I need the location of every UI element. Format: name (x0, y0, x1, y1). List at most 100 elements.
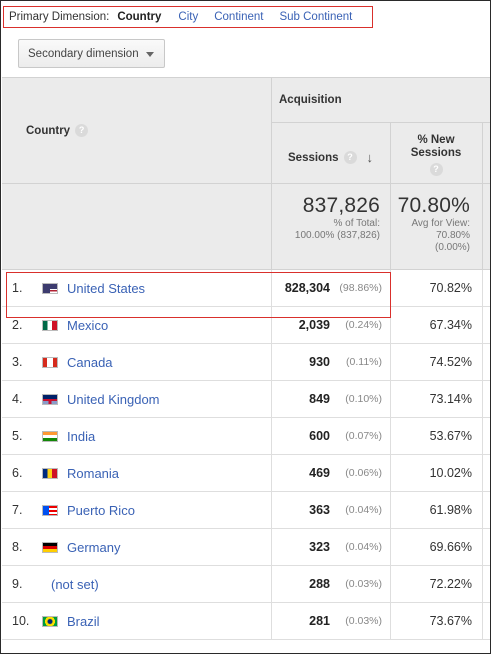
country-link[interactable]: United Kingdom (67, 391, 160, 407)
row-number: 4. (12, 392, 23, 406)
de-flag-icon (42, 542, 58, 553)
row-number: 5. (12, 429, 23, 443)
new-sessions-value: 72.22% (429, 577, 472, 591)
sessions-value: 600 (309, 429, 330, 443)
column-group-acquisition: Acquisition (279, 94, 342, 106)
new-sessions-value: 70.82% (429, 281, 472, 295)
help-icon[interactable]: ? (343, 151, 357, 164)
new-sessions-value: 74.52% (429, 355, 472, 369)
country-link[interactable]: Romania (67, 465, 120, 481)
sessions-value: 323 (309, 540, 330, 554)
country-link[interactable]: United States (67, 280, 146, 296)
mx-flag-icon (42, 320, 58, 331)
sessions-value: 2,039 (298, 318, 330, 332)
totals-new-sessions-diff: (0.00%) (434, 242, 470, 253)
sessions-percent: (0.04%) (345, 504, 382, 516)
totals-new-sessions-avg: 70.80% (436, 230, 470, 241)
row-number: 1. (12, 281, 23, 295)
primary-dimension-bar: Primary Dimension: Country City Continen… (3, 6, 373, 28)
row-highlight-box (6, 272, 391, 318)
country-link[interactable]: Mexico (67, 317, 109, 333)
sessions-value: 363 (309, 503, 330, 517)
new-sessions-value: 61.98% (429, 503, 472, 517)
ro-flag-icon (42, 468, 58, 479)
sessions-value: 849 (309, 392, 330, 406)
sessions-percent: (0.07%) (345, 430, 382, 442)
row-number: 8. (12, 540, 23, 554)
sort-descending-icon[interactable]: ↓ (366, 150, 374, 165)
table-header: Country ? Acquisition Sessions ? ↓ % New… (2, 77, 490, 184)
row-number: 7. (12, 503, 23, 517)
country-link[interactable]: India (67, 428, 96, 444)
sessions-percent: (0.03%) (345, 615, 382, 627)
column-header-new-sessions[interactable]: % New Sessions ? (395, 134, 477, 176)
column-header-new-sessions-line1: % New (417, 134, 455, 146)
row-number: 2. (12, 318, 23, 332)
new-sessions-value: 67.34% (429, 318, 472, 332)
dimension-option-sub-continent[interactable]: Sub Continent (279, 11, 353, 23)
column-header-new-sessions-line2: Sessions (410, 147, 462, 159)
primary-dimension-current: Country (117, 11, 162, 23)
row-number: 9. (12, 577, 23, 591)
sessions-percent: (0.06%) (345, 467, 382, 479)
dimension-option-continent[interactable]: Continent (214, 11, 264, 23)
new-sessions-value: 69.66% (429, 540, 472, 554)
row-number: 10. (12, 614, 30, 628)
country-link[interactable]: Canada (67, 354, 113, 370)
table-row: 2. Mexico 2,039 (0.24%) 67.34% (2, 307, 490, 344)
sessions-percent: (0.03%) (345, 578, 382, 590)
sessions-percent: (0.11%) (346, 356, 382, 368)
totals-new-sessions-value: 70.80% (397, 194, 470, 217)
sessions-value: 281 (309, 614, 330, 628)
column-header-sessions[interactable]: Sessions ? ↓ (288, 150, 373, 165)
us-flag-icon (42, 283, 58, 294)
help-icon[interactable]: ? (429, 163, 443, 176)
primary-dimension-label: Primary Dimension: (9, 11, 110, 23)
totals-sessions: 837,826 % of Total: 100.00% (837,826) (295, 194, 380, 242)
ca-flag-icon (42, 357, 58, 368)
country-link[interactable]: (not set) (51, 576, 99, 592)
secondary-dimension-dropdown[interactable]: Secondary dimension (18, 39, 165, 68)
sessions-value: 930 (309, 355, 330, 369)
column-header-country[interactable]: Country ? (26, 124, 89, 137)
table-row: 10. Brazil 281 (0.03%) 73.67% (2, 603, 490, 640)
table-row: 1. United States 828,304 (98.86%) 70.82% (2, 270, 490, 307)
country-link[interactable]: Brazil (67, 613, 100, 629)
pr-flag-icon (42, 505, 58, 516)
table-row: 9. (not set) 288 (0.03%) 72.22% (2, 566, 490, 603)
row-number: 3. (12, 355, 23, 369)
dimension-option-city[interactable]: City (178, 11, 199, 23)
sessions-percent: (0.24%) (345, 319, 382, 331)
new-sessions-value: 73.14% (429, 392, 472, 406)
sessions-percent: (0.04%) (345, 541, 382, 553)
table-row: 4. United Kingdom 849 (0.10%) 73.14% (2, 381, 490, 418)
country-link[interactable]: Puerto Rico (67, 502, 135, 518)
totals-sessions-percent: 100.00% (837,826) (294, 230, 380, 241)
br-flag-icon (42, 616, 58, 627)
sessions-value: 288 (309, 577, 330, 591)
secondary-dimension-label: Secondary dimension (28, 47, 139, 60)
column-header-country-label: Country (26, 124, 71, 137)
sessions-value: 828,304 (284, 281, 330, 295)
table-row: 3. Canada 930 (0.11%) 74.52% (2, 344, 490, 381)
new-sessions-value: 73.67% (429, 614, 472, 628)
totals-row: 837,826 % of Total: 100.00% (837,826) 70… (2, 184, 490, 270)
sessions-value: 469 (309, 466, 330, 480)
country-link[interactable]: Germany (67, 539, 121, 555)
gb-flag-icon (42, 394, 58, 405)
column-header-sessions-label: Sessions (288, 151, 339, 164)
table-row: 5. India 600 (0.07%) 53.67% (2, 418, 490, 455)
totals-sessions-value: 837,826 (302, 194, 380, 217)
totals-new-sessions: 70.80% Avg for View: 70.80% (0.00%) (398, 194, 470, 254)
totals-new-sessions-caption: Avg for View: (411, 218, 470, 229)
table-row: 6. Romania 469 (0.06%) 10.02% (2, 455, 490, 492)
help-icon[interactable]: ? (75, 124, 89, 137)
table-row: 7. Puerto Rico 363 (0.04%) 61.98% (2, 492, 490, 529)
totals-sessions-caption: % of Total: (333, 218, 380, 229)
row-number: 6. (12, 466, 23, 480)
new-sessions-value: 53.67% (429, 429, 472, 443)
sessions-percent: (0.10%) (345, 393, 382, 405)
table-row: 8. Germany 323 (0.04%) 69.66% (2, 529, 490, 566)
chevron-down-icon (146, 52, 154, 57)
